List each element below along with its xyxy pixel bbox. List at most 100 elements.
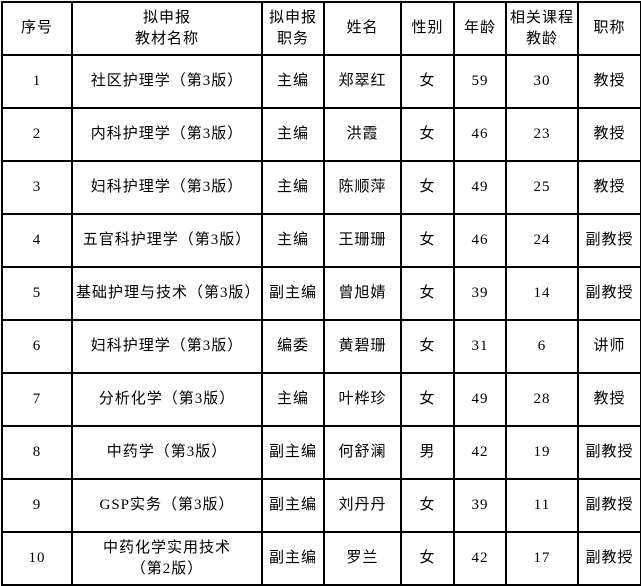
table-row: 7 分析化学（第3版） 主编 叶桦珍女 49 28 教授 [1, 372, 641, 427]
cell-title: 教授 [577, 107, 641, 162]
header-cell-no: 序号 [1, 1, 73, 56]
cell-person: 王珊珊 [323, 213, 402, 268]
cell-role: 主编 [261, 372, 325, 427]
cell-role: 副主编 [261, 425, 325, 480]
cell-years: 25 [505, 160, 579, 215]
cell-age: 42 [453, 425, 507, 480]
cell-person: 何舒澜 [323, 425, 402, 480]
cell-person: 陈顺萍 [323, 160, 402, 215]
cell-title: 副教授 [577, 213, 641, 268]
cell-role: 主编 [261, 107, 325, 162]
cell-years: 6 [505, 319, 579, 374]
cell-title: 副教授 [577, 531, 641, 586]
header-cell-title: 职称 [577, 1, 641, 56]
table-row: 9 GSP实务（第3版） 副主编 刘丹丹女 39 11 副教授 [1, 478, 641, 533]
cell-no: 4 [1, 213, 73, 268]
cell-years: 28 [505, 372, 579, 427]
cell-person: 黄碧珊 [323, 319, 402, 374]
cell-book: 妇科护理学（第3版） [71, 319, 263, 374]
cell-title: 副教授 [577, 266, 641, 321]
cell-age: 31 [453, 319, 507, 374]
cell-years: 30 [505, 54, 579, 109]
cell-role: 副主编 [261, 266, 325, 321]
header-cell-role: 拟申报 职务 [261, 1, 325, 56]
cell-book: 中药学（第3版） [71, 425, 263, 480]
cell-role: 副主编 [261, 478, 325, 533]
cell-no: 8 [1, 425, 73, 480]
cell-years: 14 [505, 266, 579, 321]
cell-person: 叶桦珍 [323, 372, 402, 427]
header-cell-person: 姓名 [323, 1, 402, 56]
cell-no: 10 [1, 531, 73, 586]
table-row: 2 内科护理学（第3版） 主编 洪霞女 46 23 教授 [1, 107, 641, 162]
cell-person: 洪霞 [323, 107, 402, 162]
cell-book: 社区护理学（第3版） [71, 54, 263, 109]
cell-gender: 女 [400, 319, 455, 374]
cell-gender: 女 [400, 54, 455, 109]
cell-gender: 女 [400, 531, 455, 586]
cell-role: 主编 [261, 54, 325, 109]
table-row: 4 五官科护理学（第3版） 主编 王珊珊女 46 24 副教授 [1, 213, 641, 268]
cell-person: 刘丹丹 [323, 478, 402, 533]
cell-age: 59 [453, 54, 507, 109]
cell-no: 1 [1, 54, 73, 109]
header-cell-age: 年龄 [453, 1, 507, 56]
table-body: 1 社区护理学（第3版） 主编 郑翠红女 59 30 教授 2 内科护理学（第3版） 主编 洪霞女 4… [1, 54, 641, 586]
cell-title: 讲师 [577, 319, 641, 374]
table-row: 5 基础护理与技术（第3版） 副主编 曾旭婧女 39 14 副教授 [1, 266, 641, 321]
cell-gender: 女 [400, 372, 455, 427]
cell-age: 39 [453, 266, 507, 321]
cell-gender: 女 [400, 266, 455, 321]
cell-no: 9 [1, 478, 73, 533]
cell-book: GSP实务（第3版） [71, 478, 263, 533]
table-header-row: 序号 拟申报 教材名称 拟申报 职务 姓名 性别 年龄 相关课程 教龄 职称 [1, 1, 641, 56]
cell-age: 39 [453, 478, 507, 533]
cell-role: 编委 [261, 319, 325, 374]
cell-book: 内科护理学（第3版） [71, 107, 263, 162]
cell-gender: 女 [400, 478, 455, 533]
header-cell-gender: 性别 [400, 1, 455, 56]
table-row: 3 妇科护理学（第3版） 主编 陈顺萍女 49 25 教授 [1, 160, 641, 215]
cell-gender: 女 [400, 213, 455, 268]
cell-age: 46 [453, 107, 507, 162]
cell-age: 42 [453, 531, 507, 586]
cell-no: 7 [1, 372, 73, 427]
cell-person: 罗兰 [323, 531, 402, 586]
table-row: 1 社区护理学（第3版） 主编 郑翠红女 59 30 教授 [1, 54, 641, 109]
cell-book: 五官科护理学（第3版） [71, 213, 263, 268]
cell-book: 中药化学实用技术 （第2版） [71, 531, 263, 586]
cell-title: 副教授 [577, 478, 641, 533]
cell-role: 主编 [261, 213, 325, 268]
cell-age: 49 [453, 160, 507, 215]
cell-age: 46 [453, 213, 507, 268]
cell-title: 教授 [577, 372, 641, 427]
cell-title: 副教授 [577, 425, 641, 480]
cell-person: 曾旭婧 [323, 266, 402, 321]
cell-years: 19 [505, 425, 579, 480]
header-cell-book: 拟申报 教材名称 [71, 1, 263, 56]
cell-years: 23 [505, 107, 579, 162]
cell-years: 17 [505, 531, 579, 586]
cell-role: 主编 [261, 160, 325, 215]
cell-no: 2 [1, 107, 73, 162]
table-row: 8 中药学（第3版） 副主编 何舒澜男 42 19 副教授 [1, 425, 641, 480]
cell-no: 5 [1, 266, 73, 321]
table-row: 10 中药化学实用技术 （第2版） 副主编 罗兰女 42 17 副教授 [1, 531, 641, 586]
cell-book: 分析化学（第3版） [71, 372, 263, 427]
cell-role: 副主编 [261, 531, 325, 586]
cell-no: 3 [1, 160, 73, 215]
cell-title: 教授 [577, 54, 641, 109]
cell-gender: 女 [400, 160, 455, 215]
cell-gender: 男 [400, 425, 455, 480]
cell-book: 基础护理与技术（第3版） [71, 266, 263, 321]
cell-age: 49 [453, 372, 507, 427]
cell-person: 郑翠红 [323, 54, 402, 109]
cell-years: 11 [505, 478, 579, 533]
cell-gender: 女 [400, 107, 455, 162]
table-row: 6 妇科护理学（第3版） 编委 黄碧珊女 31 6 讲师 [1, 319, 641, 374]
cell-years: 24 [505, 213, 579, 268]
cell-book: 妇科护理学（第3版） [71, 160, 263, 215]
cell-title: 教授 [577, 160, 641, 215]
header-cell-years: 相关课程 教龄 [505, 1, 579, 56]
